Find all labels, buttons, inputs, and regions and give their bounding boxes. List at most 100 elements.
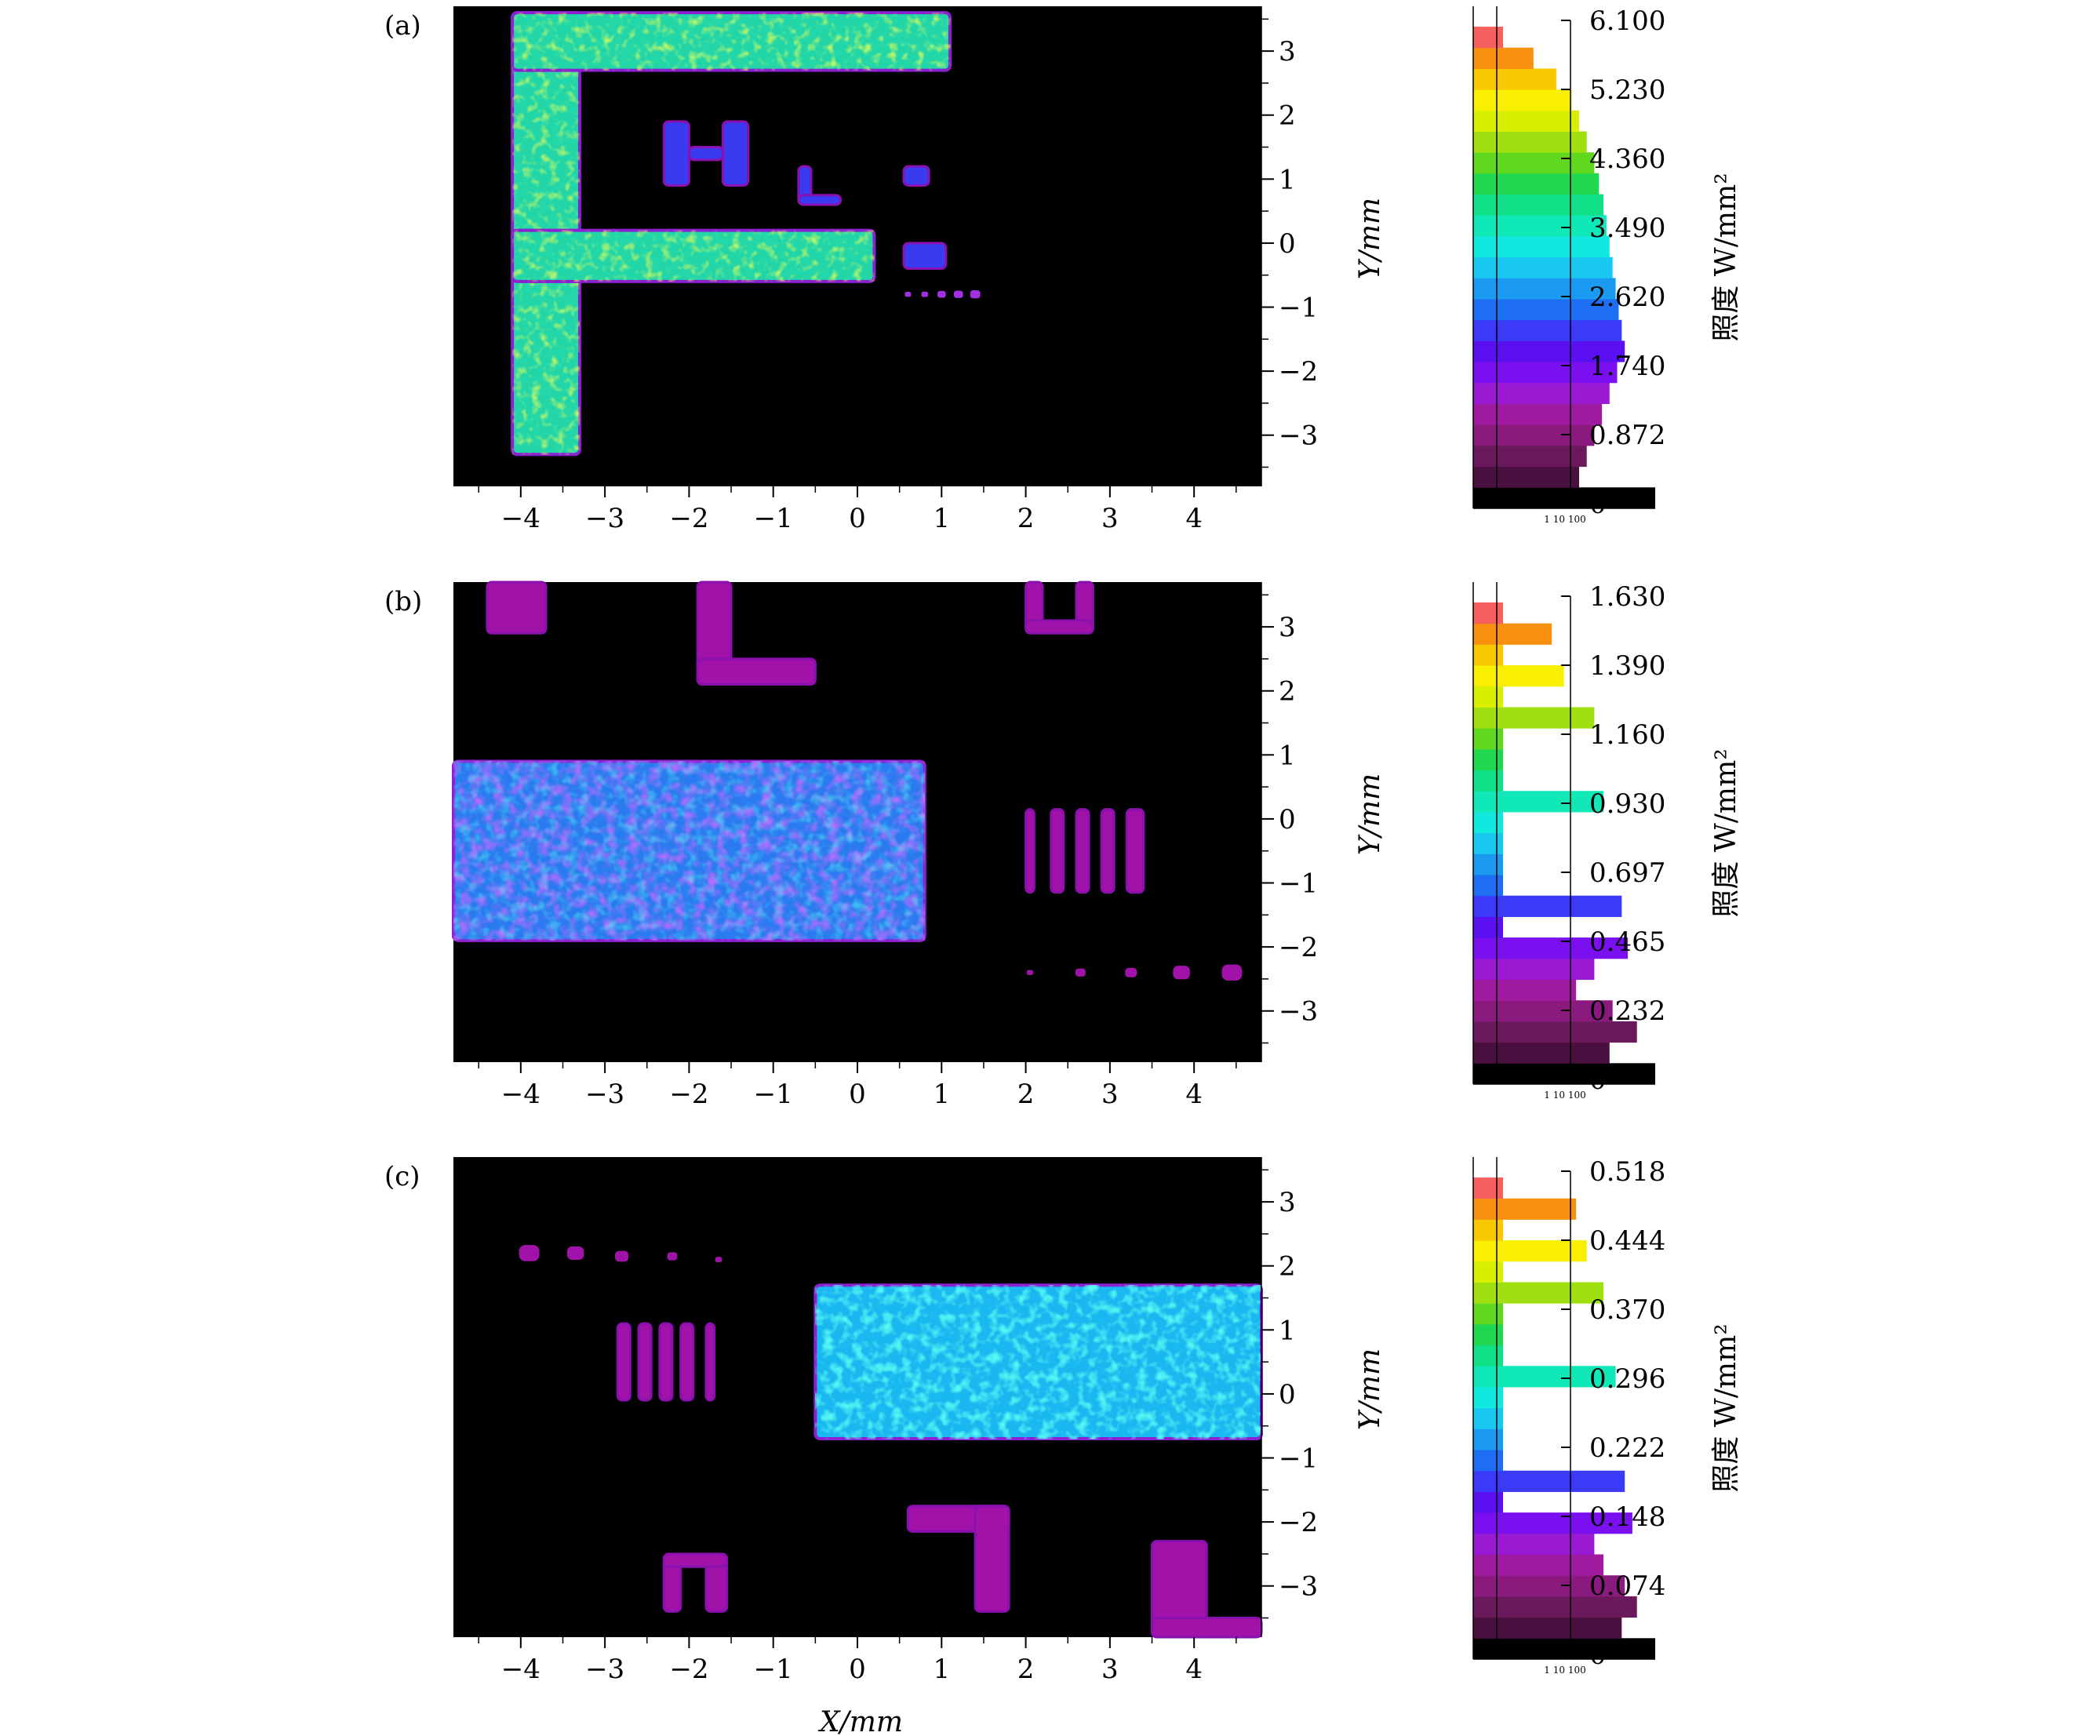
colorbar-bin [1473,1575,1625,1597]
colorbar-bin [1473,853,1503,875]
colorbar-tick-label: 1.160 [1589,719,1665,751]
colorbar-bin [1473,1450,1503,1472]
x-tick-label: 0 [849,503,866,534]
test-dot [970,290,981,299]
colorbar-bin [1473,686,1503,708]
test-dot [715,1257,722,1262]
colorbar-bin [1473,257,1613,278]
x-tick-label: 2 [1017,503,1035,534]
x-tick-label: −4 [501,1079,540,1110]
colorbar-tick-label: 0.370 [1589,1294,1665,1326]
x-tick-label: −1 [754,503,793,534]
y-tick-label: 1 [1279,1315,1296,1346]
x-axis-title: X/mm [817,1706,903,1736]
dim-region [974,1505,1010,1613]
colorbar-bin [1473,958,1595,981]
illuminance-speckle [512,13,951,71]
y-tick-label: 3 [1279,36,1296,67]
colorbar-bin [1473,1407,1503,1429]
y-tick-label: 1 [1279,740,1296,771]
x-tick-label: 4 [1185,1654,1203,1685]
test-dot [615,1250,629,1262]
dim-region [1100,808,1116,894]
colorbar-bin [1473,791,1604,813]
colorbar-bin [1473,665,1564,687]
colorbar-tick-label: 0.444 [1589,1225,1665,1257]
test-dot [566,1246,584,1260]
dim-region [679,1322,695,1402]
colorbar-bin [1473,89,1572,111]
colorbar-bin [1473,445,1587,468]
panel-b: (b) −4 −3 −2 −1 0 1 2 3 4 3 2 1 0 −1 −2 −3 Y/mm 1 10 100 1.… [384,580,1742,1110]
x-tick-label: −1 [754,1079,793,1110]
colorbar-bin [1473,748,1503,771]
colorbar-bin [1473,1198,1577,1220]
colorbar-bin [1473,916,1503,938]
colorbar-tick-label: 0 [1589,489,1607,520]
y-tick-label: −3 [1279,1571,1318,1603]
colorbar-title: 照度 W/mm² [1710,173,1742,341]
colorbar-bin [1473,1282,1604,1304]
dim-region [902,165,930,187]
y-tick-label: −2 [1279,1507,1318,1538]
test-dot [1125,967,1137,977]
colorbar-bin [1473,1470,1625,1492]
colorbar-tick-label: 0.232 [1589,995,1665,1027]
y-axis-title: Y/mm [1354,198,1386,279]
colorbar: 1 10 100 0.518 0.444 0.370 0.296 0.222 0.148 0.… [1472,1156,1742,1676]
colorbar: 1 10 100 6.100 5.230 4.360 3.490 2.620 1.740 0.… [1472,5,1742,525]
dim-region [1025,808,1035,894]
test-dot [1075,968,1086,977]
panel-c: (c) −4 −3 −2 −1 0 1 2 3 4 3 2 1 0 −1 −2 −3 Y/mm 1 10 100 0.… [384,1156,1742,1685]
colorbar-tick-label: 2.620 [1589,282,1665,313]
x-tick-label: 1 [933,1079,950,1110]
y-tick-label: −1 [1279,1443,1318,1475]
colorbar-tick-label: 4.360 [1589,144,1665,175]
dim-region [662,1559,682,1613]
colorbar-bin [1473,382,1610,405]
panel-label: (c) [384,1161,420,1192]
y-tick-label: 3 [1279,612,1296,643]
dim-region [616,1322,631,1402]
y-tick-label: 2 [1279,100,1296,132]
colorbar-bin [1473,466,1579,488]
colorbar-bin [1473,319,1622,341]
colorbar-tick-label: 3.490 [1589,213,1665,244]
y-tick-label: −2 [1279,356,1318,388]
colorbar-bin [1473,403,1603,425]
dim-region [687,146,724,162]
colorbar-bin [1473,644,1503,666]
colorbar-bin [1473,1219,1503,1241]
test-dot [953,290,963,298]
dim-region [704,1559,729,1613]
colorbar-bin [1473,895,1622,917]
colorbar-tick-label: 6.100 [1589,5,1665,37]
y-tick-label: 3 [1279,1187,1296,1218]
y-tick-label: 0 [1279,804,1296,835]
colorbar-bin [1473,1240,1587,1262]
illuminance-speckle [512,230,875,282]
colorbar-bin [1473,1261,1503,1283]
colorbar-bin [1473,215,1607,237]
colorbar-bin [1473,1177,1503,1199]
colorbar-bin [1473,1617,1622,1639]
colorbar-bin [1473,152,1595,174]
colorbar-bin [1473,602,1503,624]
y-tick-label: −3 [1279,420,1318,452]
colorbar-bin [1473,1554,1604,1576]
y-tick-label: 1 [1279,164,1296,195]
x-tick-label: 3 [1101,1654,1119,1685]
panel-a: (a) −4 −3 −2 −1 0 1 2 3 4 3 2 1 0 −1 −2 −3 Y/mm 1 10 100 6.… [384,5,1742,534]
y-axis-title: Y/mm [1354,1348,1386,1430]
colorbar-title: 照度 W/mm² [1710,748,1742,917]
colorbar-bin [1473,811,1503,834]
colorbar-tick-label: 0 [1589,1065,1607,1096]
x-tick-label: 4 [1185,503,1203,534]
x-tick-label: 2 [1017,1654,1035,1685]
y-tick-label: 0 [1279,228,1296,260]
x-tick-label: −4 [501,1654,540,1685]
y-tick-label: 2 [1279,1251,1296,1283]
colorbar-tick-label: 0.872 [1589,420,1665,451]
dim-region [696,657,817,686]
colorbar-bin [1473,979,1577,1001]
